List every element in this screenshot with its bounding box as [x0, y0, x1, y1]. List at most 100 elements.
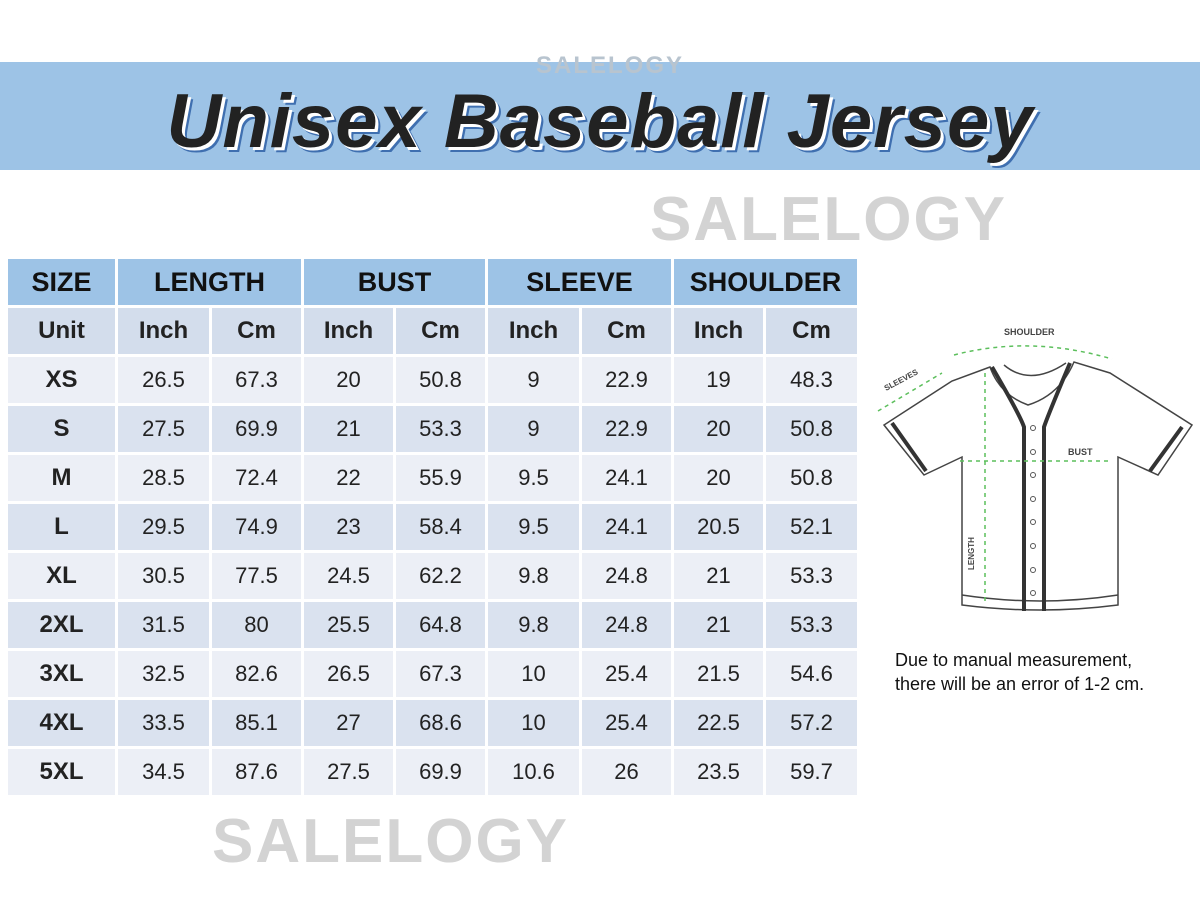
measurement-note: Due to manual measurement, there will be… — [895, 648, 1144, 696]
unit-header: Unit — [8, 308, 115, 354]
table-row: M 28.5 72.4 22 55.9 9.5 24.1 20 50.8 — [8, 455, 857, 501]
value-cell: 27.5 — [118, 406, 209, 452]
column-header: SLEEVE — [488, 259, 671, 305]
value-cell: 21 — [674, 553, 763, 599]
value-cell: 25.5 — [304, 602, 393, 648]
table-row: S 27.5 69.9 21 53.3 9 22.9 20 50.8 — [8, 406, 857, 452]
unit-header: Inch — [118, 308, 209, 354]
value-cell: 9 — [488, 357, 579, 403]
bust-label: BUST — [1068, 447, 1093, 457]
value-cell: 50.8 — [766, 406, 857, 452]
unit-header: Cm — [396, 308, 485, 354]
value-cell: 55.9 — [396, 455, 485, 501]
value-cell: 10 — [488, 700, 579, 746]
value-cell: 27 — [304, 700, 393, 746]
header-row: SIZE LENGTH BUST SLEEVE SHOULDER — [8, 259, 857, 305]
value-cell: 50.8 — [396, 357, 485, 403]
value-cell: 69.9 — [212, 406, 301, 452]
watermark: SALELOGY — [536, 52, 685, 79]
size-cell: S — [8, 406, 115, 452]
title-banner — [0, 62, 1200, 170]
table-row: XS 26.5 67.3 20 50.8 9 22.9 19 48.3 — [8, 357, 857, 403]
value-cell: 10 — [488, 651, 579, 697]
unit-header: Cm — [766, 308, 857, 354]
value-cell: 52.1 — [766, 504, 857, 550]
unit-header: Inch — [674, 308, 763, 354]
value-cell: 24.1 — [582, 455, 671, 501]
table-row: L 29.5 74.9 23 58.4 9.5 24.1 20.5 52.1 — [8, 504, 857, 550]
value-cell: 69.9 — [396, 749, 485, 795]
value-cell: 87.6 — [212, 749, 301, 795]
unit-header: Cm — [582, 308, 671, 354]
size-cell: L — [8, 504, 115, 550]
table-row: XL 30.5 77.5 24.5 62.2 9.8 24.8 21 53.3 — [8, 553, 857, 599]
column-header: BUST — [304, 259, 485, 305]
value-cell: 82.6 — [212, 651, 301, 697]
value-cell: 25.4 — [582, 651, 671, 697]
value-cell: 9.8 — [488, 602, 579, 648]
table-row: 3XL 32.5 82.6 26.5 67.3 10 25.4 21.5 54.6 — [8, 651, 857, 697]
value-cell: 22.9 — [582, 406, 671, 452]
page-title: Unisex Baseball Jersey — [166, 79, 1034, 164]
value-cell: 25.4 — [582, 700, 671, 746]
watermark: SALELOGY — [650, 185, 1008, 254]
value-cell: 48.3 — [766, 357, 857, 403]
value-cell: 26.5 — [118, 357, 209, 403]
value-cell: 24.8 — [582, 553, 671, 599]
table-row: 4XL 33.5 85.1 27 68.6 10 25.4 22.5 57.2 — [8, 700, 857, 746]
value-cell: 21 — [304, 406, 393, 452]
table-row: 2XL 31.5 80 25.5 64.8 9.8 24.8 21 53.3 — [8, 602, 857, 648]
value-cell: 74.9 — [212, 504, 301, 550]
value-cell: 23.5 — [674, 749, 763, 795]
value-cell: 33.5 — [118, 700, 209, 746]
column-header: SHOULDER — [674, 259, 857, 305]
value-cell: 26.5 — [304, 651, 393, 697]
shoulder-label: SHOULDER — [1004, 327, 1055, 337]
size-chart-table: SIZE LENGTH BUST SLEEVE SHOULDER Unit Inch Cm In… — [5, 256, 860, 798]
note-line-2: there will be an error of 1-2 cm. — [895, 674, 1145, 694]
value-cell: 24.8 — [582, 602, 671, 648]
unit-header: Cm — [212, 308, 301, 354]
value-cell: 62.2 — [396, 553, 485, 599]
value-cell: 20 — [674, 406, 763, 452]
value-cell: 59.7 — [766, 749, 857, 795]
value-cell: 58.4 — [396, 504, 485, 550]
value-cell: 20 — [304, 357, 393, 403]
unit-header: Inch — [304, 308, 393, 354]
length-label: LENGTH — [967, 537, 976, 570]
jersey-diagram: SHOULDER SLEEVES BUST LENGTH — [877, 327, 1194, 611]
size-cell: 4XL — [8, 700, 115, 746]
value-cell: 19 — [674, 357, 763, 403]
value-cell: 23 — [304, 504, 393, 550]
note-line-1: Due to manual measurement, — [895, 650, 1133, 670]
unit-row: Unit Inch Cm Inch Cm Inch Cm Inch Cm — [8, 308, 857, 354]
value-cell: 53.3 — [766, 553, 857, 599]
value-cell: 53.3 — [396, 406, 485, 452]
size-cell: XL — [8, 553, 115, 599]
value-cell: 30.5 — [118, 553, 209, 599]
value-cell: 27.5 — [304, 749, 393, 795]
size-cell: 5XL — [8, 749, 115, 795]
value-cell: 9 — [488, 406, 579, 452]
watermark: SALELOGY — [212, 807, 570, 876]
value-cell: 26 — [582, 749, 671, 795]
value-cell: 10.6 — [488, 749, 579, 795]
value-cell: 20 — [674, 455, 763, 501]
column-header: LENGTH — [118, 259, 301, 305]
size-cell: M — [8, 455, 115, 501]
value-cell: 20.5 — [674, 504, 763, 550]
value-cell: 9.5 — [488, 455, 579, 501]
value-cell: 22.5 — [674, 700, 763, 746]
value-cell: 64.8 — [396, 602, 485, 648]
value-cell: 32.5 — [118, 651, 209, 697]
value-cell: 85.1 — [212, 700, 301, 746]
table-row: 5XL 34.5 87.6 27.5 69.9 10.6 26 23.5 59.7 — [8, 749, 857, 795]
value-cell: 24.1 — [582, 504, 671, 550]
value-cell: 22.9 — [582, 357, 671, 403]
value-cell: 68.6 — [396, 700, 485, 746]
value-cell: 57.2 — [766, 700, 857, 746]
value-cell: 77.5 — [212, 553, 301, 599]
value-cell: 34.5 — [118, 749, 209, 795]
value-cell: 72.4 — [212, 455, 301, 501]
value-cell: 22 — [304, 455, 393, 501]
